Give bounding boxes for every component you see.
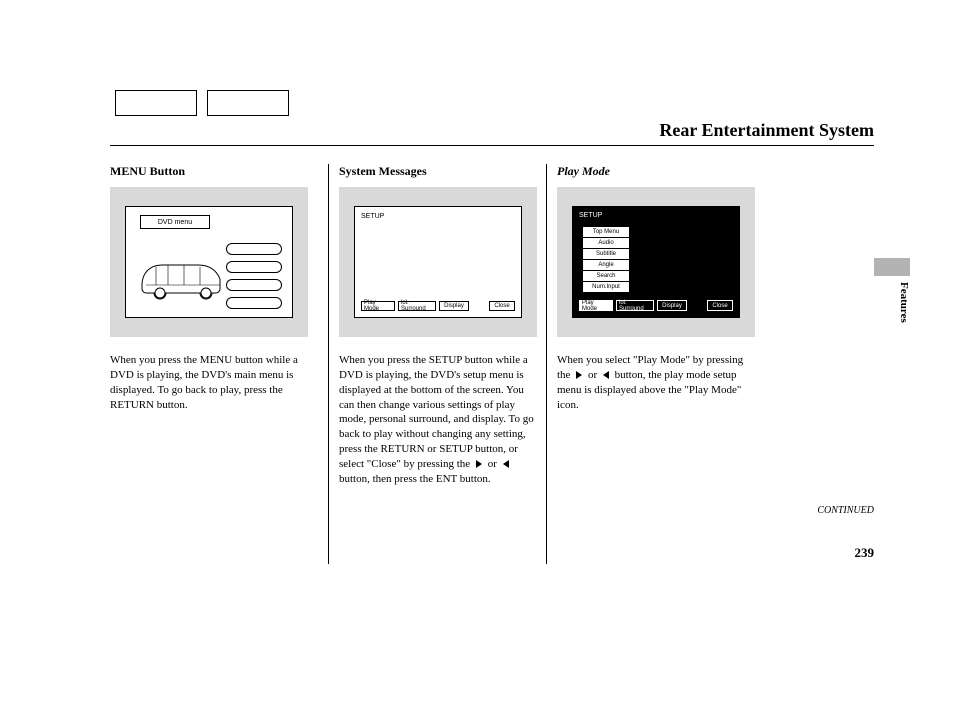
bar-item: lol. Surround bbox=[398, 301, 436, 311]
column-heading: System Messages bbox=[339, 164, 536, 179]
continued-label: CONTINUED bbox=[817, 505, 874, 516]
column-heading: Play Mode bbox=[557, 164, 754, 179]
column-menu-button: MENU Button DVD menu bbox=[110, 164, 328, 564]
column-body: When you select "Play Mode" by pressing … bbox=[557, 353, 754, 412]
menu-item: Num.Input bbox=[583, 282, 629, 293]
title-row: Rear Entertainment System bbox=[110, 120, 874, 146]
bar-item-selected: Play Mode bbox=[579, 300, 613, 311]
column-system-messages: System Messages SETUP Play Mode lol. Sur… bbox=[328, 164, 546, 564]
page-title: Rear Entertainment System bbox=[659, 120, 874, 141]
column-body: When you press the SETUP button while a … bbox=[339, 353, 536, 487]
manual-page: Rear Entertainment System MENU Button DV… bbox=[0, 0, 954, 710]
menu-item bbox=[226, 279, 282, 291]
dvd-menu-label: DVD menu bbox=[140, 215, 210, 229]
menu-item: Subtitle bbox=[583, 249, 629, 260]
bar-item: Close bbox=[489, 301, 515, 311]
menu-item: Angle bbox=[583, 260, 629, 271]
menu-item bbox=[226, 261, 282, 273]
dvd-menu-buttons bbox=[226, 243, 282, 309]
setup-label: SETUP bbox=[361, 213, 384, 220]
figure-setup-dark: SETUP Top Menu Audio Subtitle Angle Sear… bbox=[557, 187, 755, 337]
bottom-bar: Play Mode lol. Surround Display Close bbox=[579, 300, 733, 311]
bar-item: Display bbox=[657, 300, 687, 311]
header-box bbox=[115, 90, 197, 116]
section-tab: Features bbox=[874, 258, 910, 323]
header-box bbox=[207, 90, 289, 116]
bar-item: Display bbox=[439, 301, 469, 311]
bar-item: Play Mode bbox=[361, 301, 395, 311]
setup-label: SETUP bbox=[579, 212, 602, 219]
column-body: When you press the MENU button while a D… bbox=[110, 353, 318, 412]
column-heading: MENU Button bbox=[110, 164, 318, 179]
figure-dvd-menu: DVD menu bbox=[110, 187, 308, 337]
column-play-mode: Play Mode SETUP Top Menu Audio Subtitle … bbox=[546, 164, 764, 564]
content-columns: MENU Button DVD menu bbox=[110, 164, 874, 564]
bottom-bar: Play Mode lol. Surround Display Close bbox=[361, 301, 515, 311]
tab-marker bbox=[874, 258, 910, 276]
tab-label: Features bbox=[874, 276, 910, 323]
header-placeholder-boxes bbox=[115, 90, 289, 116]
menu-item bbox=[226, 243, 282, 255]
page-number: 239 bbox=[855, 545, 875, 561]
menu-item: Top Menu bbox=[583, 227, 629, 238]
play-mode-menu: Top Menu Audio Subtitle Angle Search Num… bbox=[583, 227, 629, 293]
menu-item bbox=[226, 297, 282, 309]
figure-setup-light: SETUP Play Mode lol. Surround Display Cl… bbox=[339, 187, 537, 337]
bar-item: lol. Surround bbox=[616, 300, 654, 311]
menu-item: Audio bbox=[583, 238, 629, 249]
menu-item: Search bbox=[583, 271, 629, 282]
bar-item: Close bbox=[707, 300, 733, 311]
vehicle-icon bbox=[136, 245, 226, 303]
